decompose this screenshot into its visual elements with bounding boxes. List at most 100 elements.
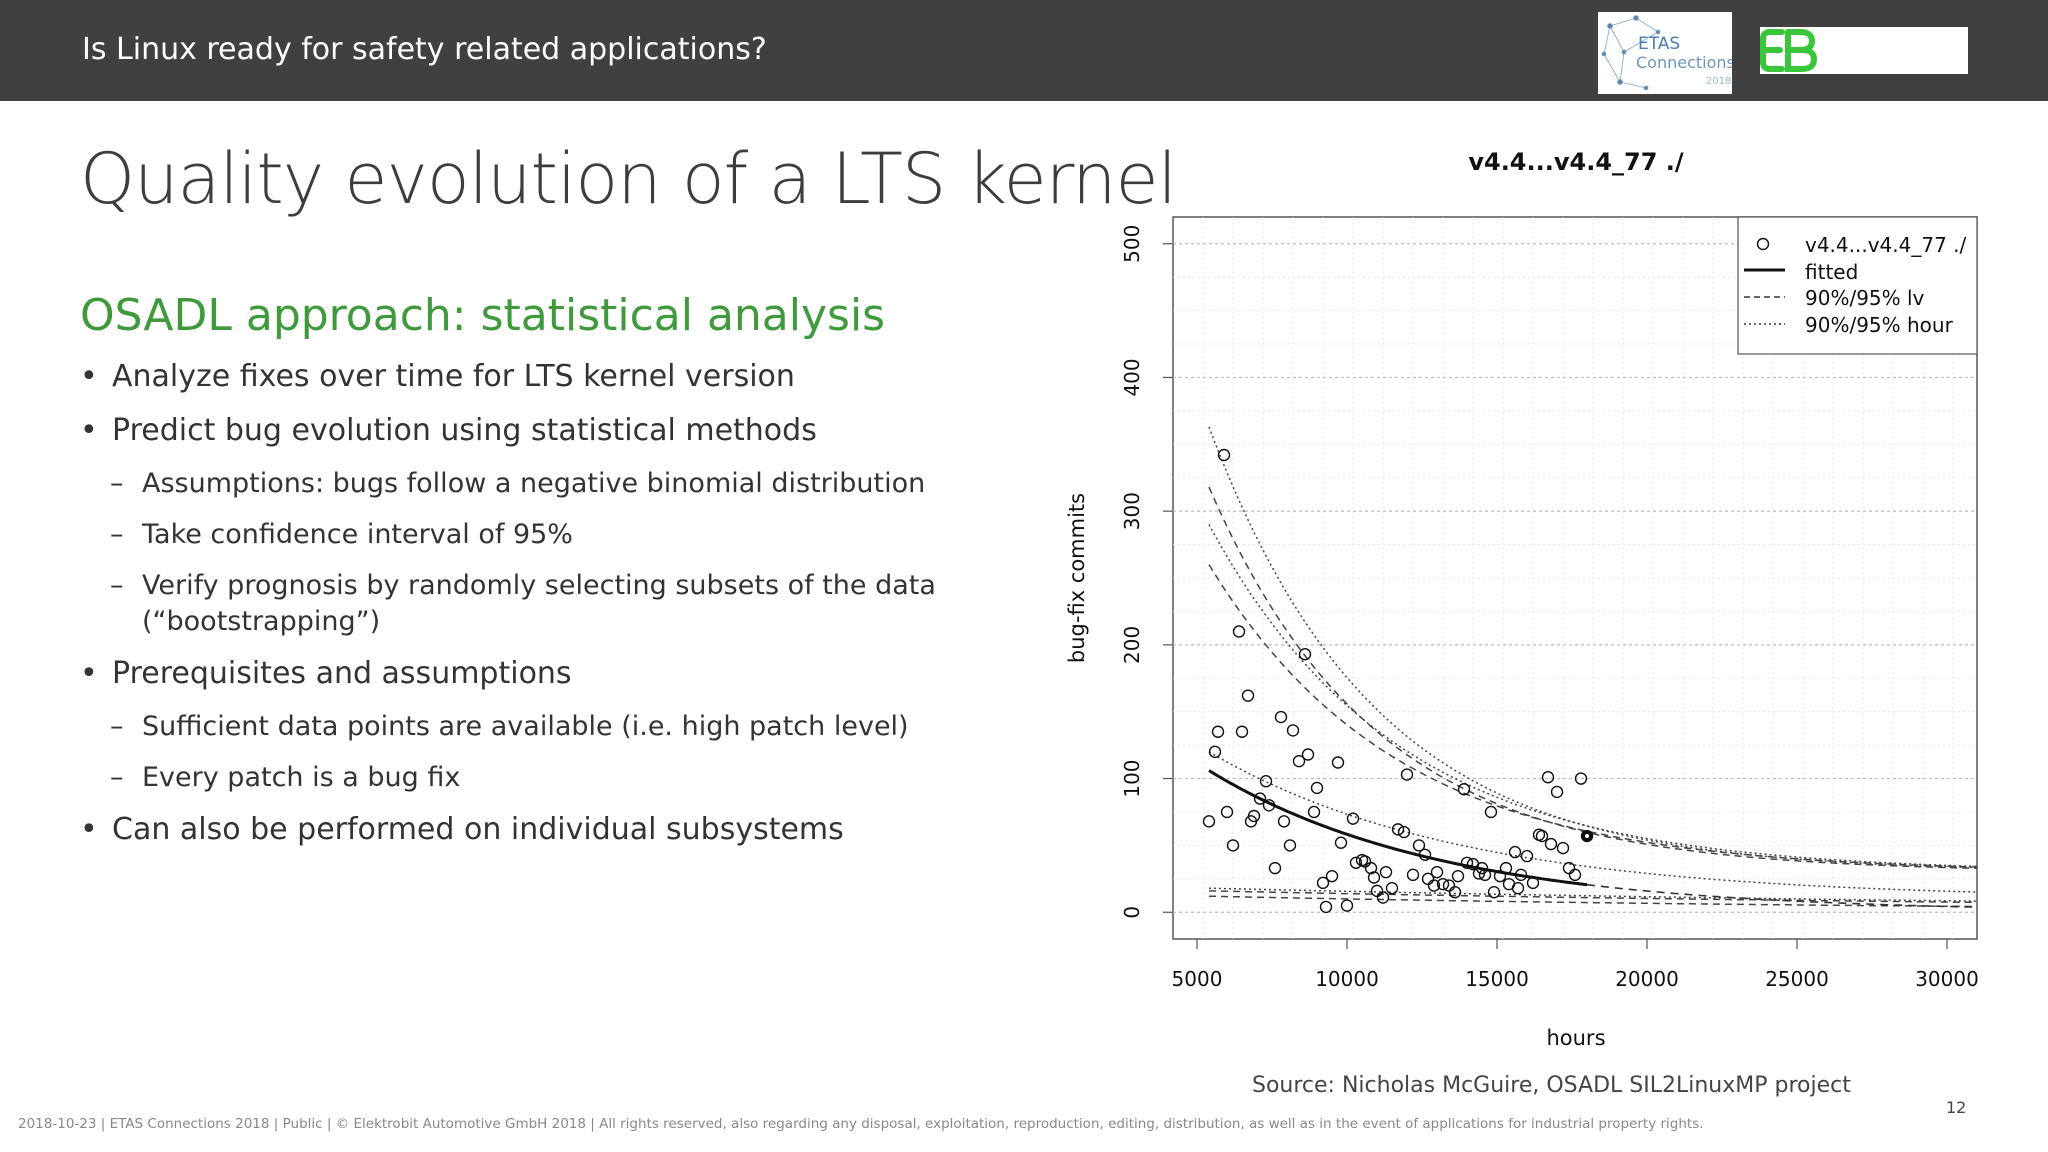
footer-legal: 2018-10-23 | ETAS Connections 2018 | Pub… <box>18 1116 1704 1132</box>
etas-connections-logo: ETAS Connections 2018 <box>1598 12 1735 94</box>
sub-bullet-text: Assumptions: bugs follow a negative bino… <box>142 468 926 499</box>
sub-bullet-item: – Every patch is a bug fix <box>110 762 461 793</box>
data-point <box>1436 877 1450 891</box>
x-tick-label: 30000 <box>1915 967 1979 991</box>
lv-band-curve <box>1208 486 1978 870</box>
y-tick-label: 200 <box>1120 626 1144 664</box>
data-point <box>1448 886 1462 899</box>
sub-bullet-text: Take confidence interval of 95% <box>142 519 573 550</box>
data-point <box>1511 881 1525 895</box>
x-tick-label: 15000 <box>1465 967 1529 991</box>
data-point <box>1376 891 1390 904</box>
data-point <box>1526 876 1540 890</box>
hour-band-curve <box>1208 524 1978 868</box>
bullet-item: Can also be performed on individual subs… <box>80 811 1080 849</box>
data-point <box>1274 710 1288 724</box>
data-point <box>1535 829 1549 843</box>
eb-logo-mark <box>1760 29 1818 72</box>
data-point <box>1367 871 1381 884</box>
data-point <box>1418 848 1432 861</box>
header-title: Is Linux ready for safety related applic… <box>82 32 767 67</box>
data-point <box>1508 845 1522 859</box>
y-tick-label: 400 <box>1120 358 1144 396</box>
slide-title: Quality evolution of a LTS kernel <box>80 138 1177 220</box>
data-point <box>1484 805 1498 819</box>
sub-bullet-item: – Verify prognosis by randomly selecting … <box>110 570 936 637</box>
data-point <box>1298 648 1312 661</box>
data-point <box>1262 799 1276 812</box>
etas-logo-subtext: Connections <box>1636 53 1732 72</box>
data-point <box>1247 809 1261 823</box>
sub-bullet-text: Verify prognosis by randomly selecting s… <box>142 570 936 637</box>
data-point <box>1334 836 1348 849</box>
data-point <box>1499 861 1513 875</box>
data-point <box>1253 792 1267 805</box>
header-bar: Is Linux ready for safety related applic… <box>0 0 2048 101</box>
data-point <box>1310 781 1324 795</box>
data-point <box>1412 839 1426 852</box>
data-point <box>1493 869 1507 883</box>
y-tick-label: 0 <box>1120 906 1144 919</box>
legend-point-marker <box>1756 237 1770 251</box>
highlighted-data-point-center <box>1585 834 1589 839</box>
data-point <box>1301 748 1315 761</box>
data-point <box>1241 689 1255 702</box>
data-point <box>1574 772 1588 785</box>
etas-network-graphic: ETAS Connections 2018 <box>1601 15 1735 91</box>
data-point <box>1319 900 1333 914</box>
lv-band-curve <box>1208 564 1978 868</box>
data-point <box>1397 825 1411 839</box>
data-point <box>1340 899 1354 912</box>
data-point <box>1211 725 1225 738</box>
bug-fix-chart: v4.4...v4.4_77 ./ 5000 10000 15000 20000 250… <box>1050 130 2000 1064</box>
data-point <box>1379 865 1393 879</box>
fitted-curve <box>1208 769 1588 887</box>
data-point <box>1283 839 1297 852</box>
y-tick-label: 500 <box>1120 225 1144 263</box>
data-point <box>1349 856 1363 869</box>
legend-label: fitted <box>1805 260 1858 284</box>
page-number: 12 <box>1946 1098 1967 1117</box>
data-point <box>1568 868 1582 882</box>
data-point <box>1277 815 1291 828</box>
data-point <box>1427 879 1441 892</box>
x-tick-label: 5000 <box>1172 967 1223 991</box>
bullet-text: Can also be performed on individual subs… <box>112 812 844 847</box>
legend-label: 90%/95% lv <box>1805 286 1925 310</box>
data-point <box>1259 775 1273 788</box>
data-point <box>1385 881 1399 895</box>
y-axis-label: bug-fix commits <box>1065 493 1089 663</box>
data-point <box>1478 868 1492 882</box>
data-point <box>1400 768 1414 781</box>
data-point <box>1232 625 1246 638</box>
data-point <box>1475 861 1489 875</box>
data-point <box>1235 725 1249 738</box>
data-point <box>1292 754 1306 768</box>
data-point <box>1541 771 1555 784</box>
sub-bullet-item: – Assumptions: bugs follow a negative bin… <box>110 468 926 499</box>
legend-label: 90%/95% hour <box>1805 313 1954 337</box>
data-point <box>1202 815 1216 828</box>
data-point <box>1460 856 1474 869</box>
data-point <box>1451 869 1465 883</box>
sub-bullet-text: Every patch is a bug fix <box>142 762 461 793</box>
section-subheading: OSADL approach: statistical analysis <box>80 290 886 341</box>
source-citation: Source: Nicholas McGuire, OSADL SIL2Linu… <box>1252 1073 1851 1098</box>
data-point <box>1316 876 1330 890</box>
data-point <box>1220 805 1234 819</box>
chart-svg: v4.4...v4.4_77 ./ 5000 10000 15000 20000 250… <box>1065 148 1979 1050</box>
y-tick-label: 100 <box>1120 759 1144 797</box>
sub-bullet-item: – Sufficient data points are available (i… <box>110 711 909 742</box>
data-point <box>1286 724 1300 737</box>
data-point <box>1268 861 1282 875</box>
bullet-item: Predict bug evolution using statistical … <box>80 412 1080 450</box>
bullet-text: Predict bug evolution using statistical … <box>112 413 817 448</box>
bullet-text: Analyze fixes over time for LTS kernel v… <box>112 359 795 394</box>
data-point <box>1550 785 1564 799</box>
data-point <box>1487 886 1501 899</box>
chart-title: v4.4...v4.4_77 ./ <box>1468 148 1684 176</box>
data-point <box>1391 823 1405 836</box>
x-axis-label: hours <box>1546 1026 1605 1050</box>
x-tick-label: 25000 <box>1765 967 1829 991</box>
data-point <box>1562 861 1576 875</box>
